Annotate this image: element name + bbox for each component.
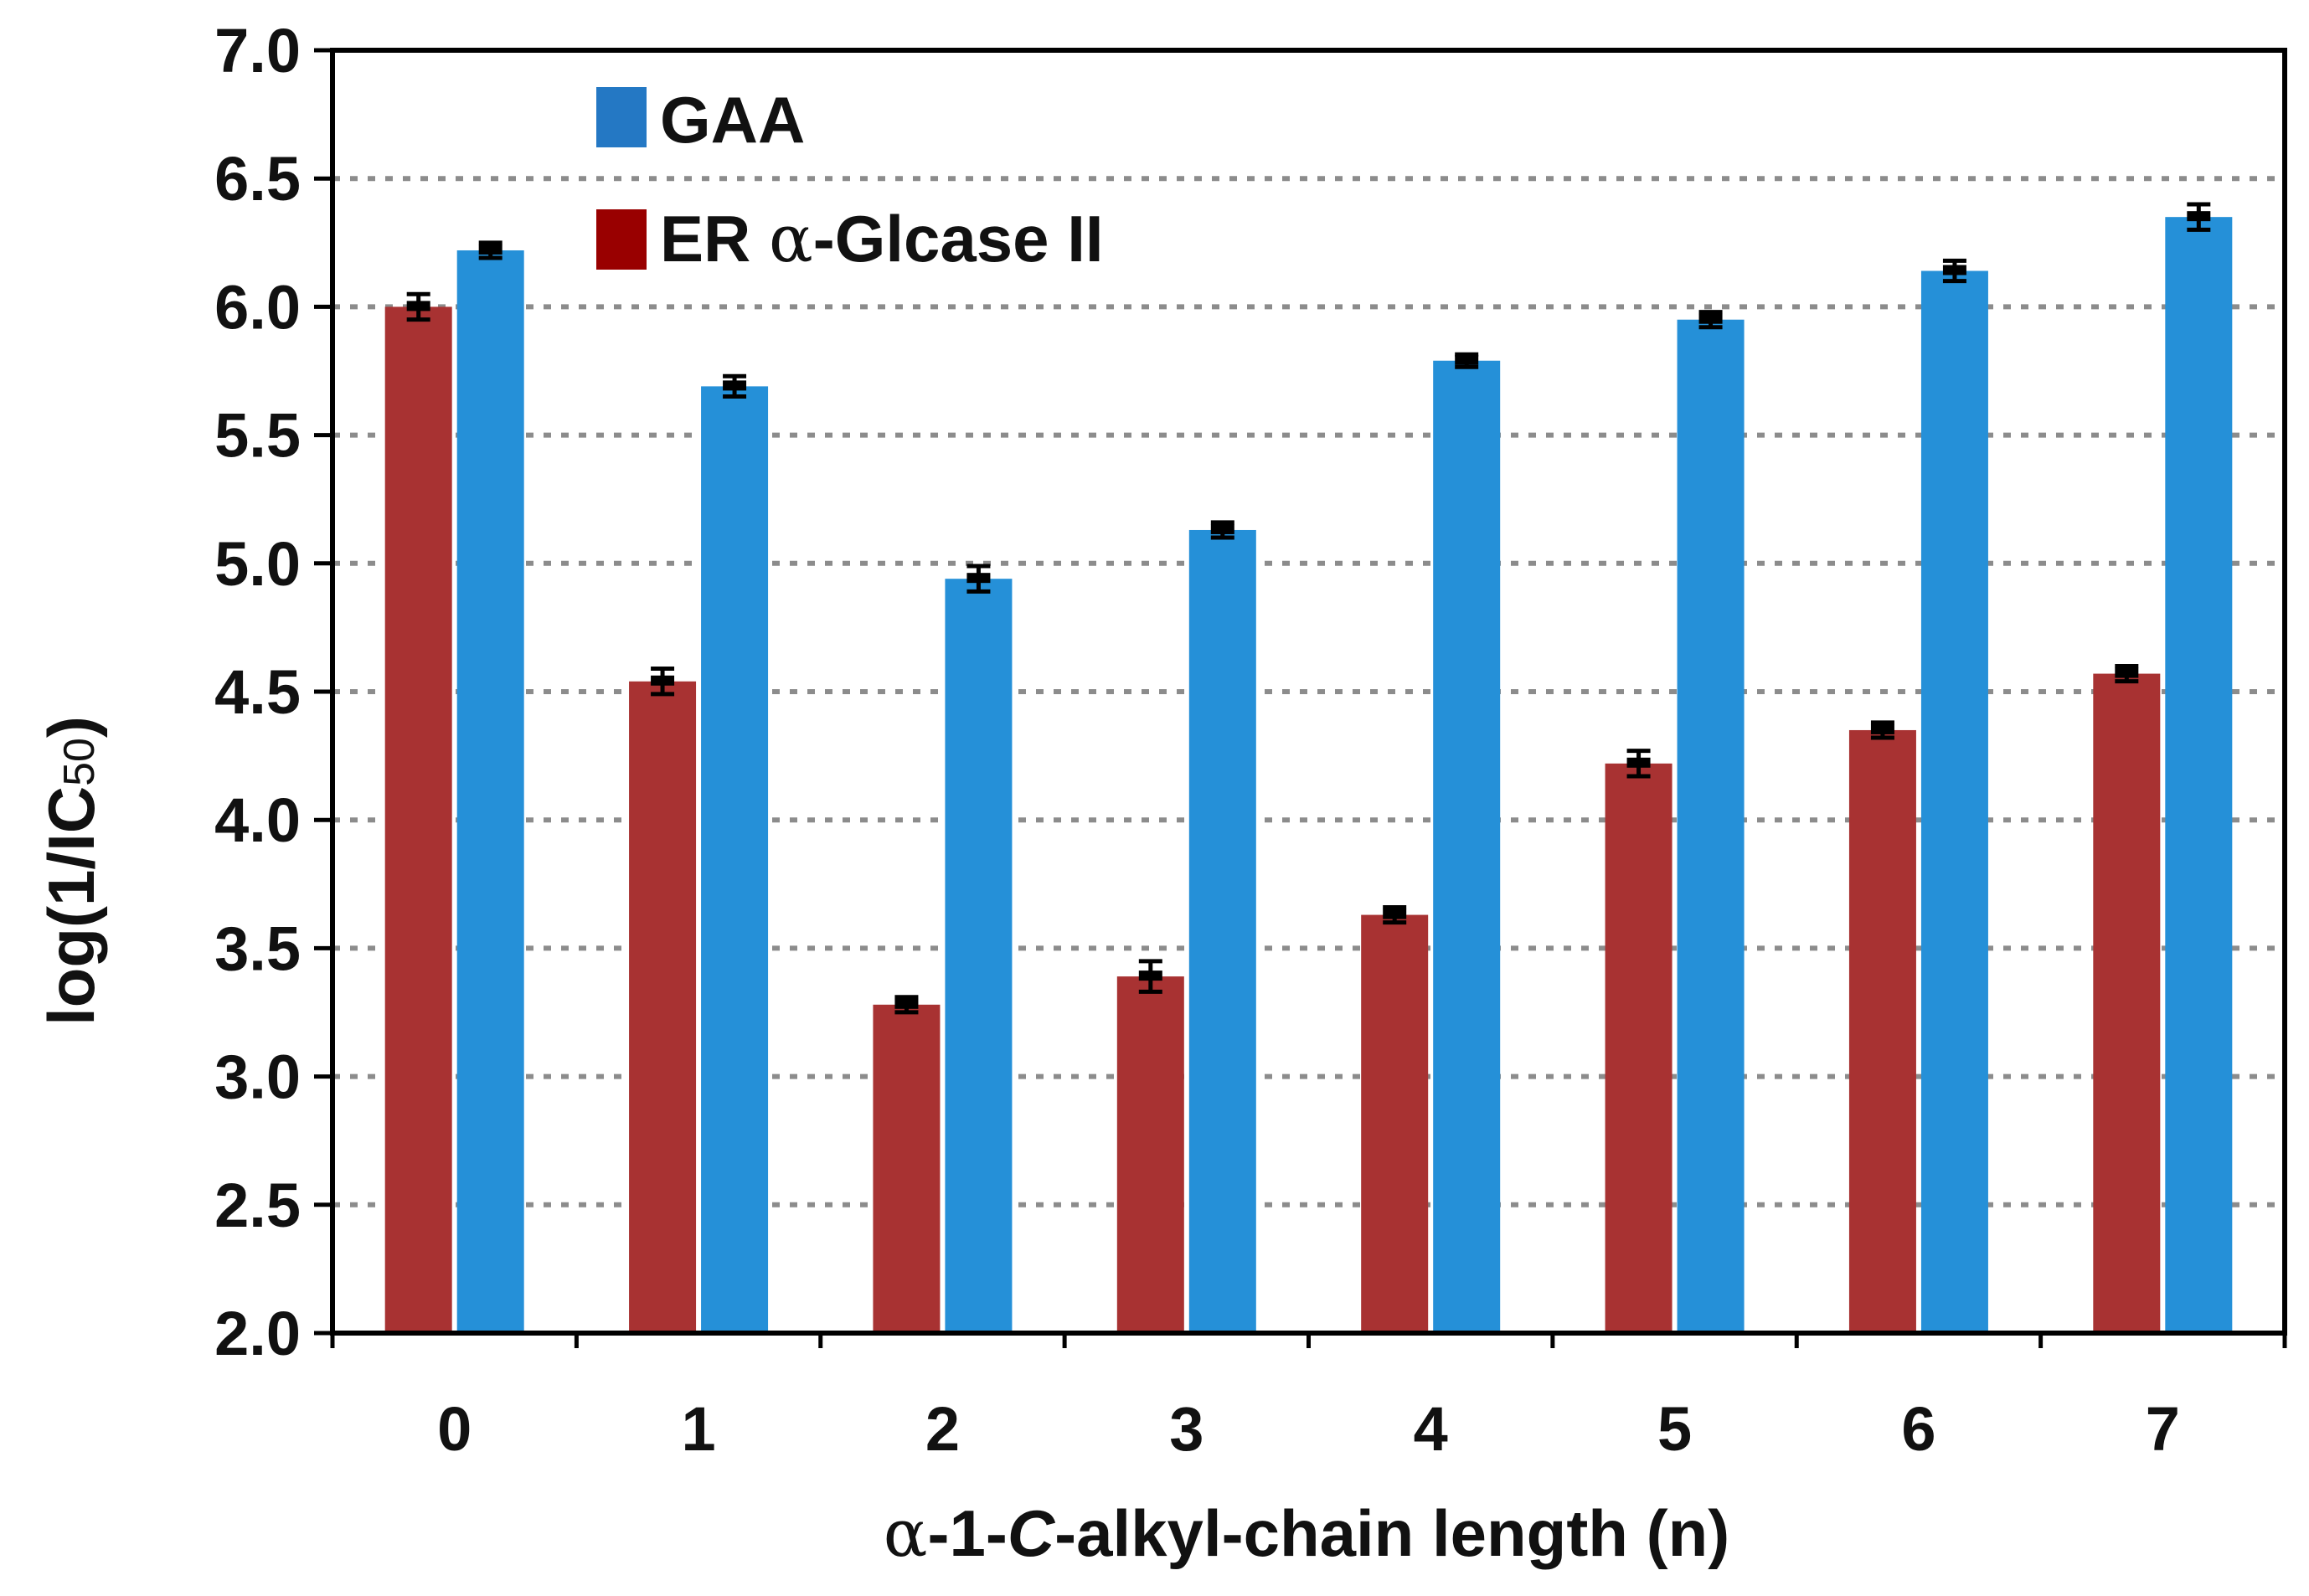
bar-gaa-6 xyxy=(1920,270,1988,1333)
bar-gaa-2 xyxy=(945,579,1013,1333)
error-bar-center xyxy=(1138,970,1162,981)
x-tick-label: 7 xyxy=(2146,1394,2180,1464)
bar-er-glcase-0 xyxy=(384,306,452,1333)
error-bar-center xyxy=(651,675,675,686)
bar-er-glcase-6 xyxy=(1848,729,1916,1333)
error-bar-er-glcase-6 xyxy=(1870,720,1894,740)
bar-gaa-0 xyxy=(456,250,524,1334)
error-bar-center xyxy=(1942,265,1966,275)
error-bar-center xyxy=(1626,757,1651,768)
error-bar-gaa-6 xyxy=(1942,258,1966,284)
x-tick-label: 6 xyxy=(1901,1394,1935,1464)
error-bar-center xyxy=(2115,667,2139,678)
x-axis-title-greek: α xyxy=(884,1496,928,1572)
y-tick-label: 6.5 xyxy=(214,144,301,214)
axes xyxy=(314,48,2287,1348)
bar-er-glcase-2 xyxy=(873,1004,941,1333)
legend-label-gaa: GAA xyxy=(660,83,805,157)
bar-er-glcase-4 xyxy=(1361,914,1429,1333)
legend-label-er-glcase: ER α-Glcase II xyxy=(660,202,1104,277)
error-bar-gaa-1 xyxy=(723,373,747,399)
error-bar-er-glcase-3 xyxy=(1138,959,1162,994)
y-tick-label: 6.0 xyxy=(214,272,301,342)
bar-gaa-4 xyxy=(1433,360,1501,1333)
y-axis-title-main: log(1/IC xyxy=(34,786,108,1026)
y-tick-label: 2.5 xyxy=(214,1171,301,1240)
y-tick-labels: 2.0 2.5 3.0 3.5 4.0 4.5 5.0 5.5 6.0 6.5 7.0 xyxy=(214,16,301,1368)
error-bar-er-glcase-7 xyxy=(2115,663,2139,684)
y-tick-label: 4.0 xyxy=(214,785,301,855)
error-bar-center xyxy=(1383,909,1407,919)
error-bar-center xyxy=(406,301,430,311)
x-tick-label: 1 xyxy=(681,1394,715,1464)
y-tick-label: 5.5 xyxy=(214,401,301,471)
error-bar-er-glcase-1 xyxy=(651,667,675,697)
x-tick-label: 0 xyxy=(437,1394,472,1464)
y-axis-title-subscript: 50 xyxy=(55,738,104,786)
error-bar-gaa-7 xyxy=(2187,202,2211,232)
y-axis-title-close: ) xyxy=(34,716,108,738)
legend: GAA ER α-Glcase II xyxy=(596,83,1104,277)
x-tick-label: 3 xyxy=(1169,1394,1203,1464)
error-bar-center xyxy=(1698,313,1723,324)
y-tick-label: 3.0 xyxy=(214,1043,301,1112)
x-axis-title: α-1-C-alkyl-chain length (n) xyxy=(884,1496,1729,1572)
legend-swatch-er-glcase xyxy=(596,209,647,270)
error-bar-er-glcase-5 xyxy=(1626,749,1651,779)
bar-er-glcase-3 xyxy=(1116,976,1184,1333)
bar-er-glcase-5 xyxy=(1605,763,1672,1333)
error-bar-center xyxy=(1210,523,1234,534)
error-bar-gaa-4 xyxy=(1455,352,1479,369)
error-bar-gaa-5 xyxy=(1698,310,1723,330)
error-bar-center xyxy=(1870,723,1894,734)
x-tick-labels: 0 1 2 3 4 5 6 7 xyxy=(437,1394,2180,1464)
legend-label-gaa-text: GAA xyxy=(660,83,805,157)
error-bar-center xyxy=(966,573,991,584)
error-bar-gaa-2 xyxy=(966,564,991,594)
x-tick-label: 2 xyxy=(925,1394,960,1464)
error-bar-er-glcase-0 xyxy=(406,291,430,322)
bar-er-glcase-1 xyxy=(629,681,697,1333)
legend-swatch-gaa xyxy=(596,87,647,147)
x-axis-title-mid: -1- xyxy=(927,1496,1007,1570)
x-axis-title-suffix: -alkyl-chain length (n) xyxy=(1054,1496,1729,1570)
error-bar-er-glcase-2 xyxy=(894,995,919,1015)
error-bar-center xyxy=(723,380,747,391)
legend-label-er-alpha: α xyxy=(769,202,813,277)
error-bar-er-glcase-4 xyxy=(1383,905,1407,925)
x-axis-title-italic: C xyxy=(1008,1496,1056,1570)
error-bar-gaa-0 xyxy=(478,240,503,260)
x-tick-label: 4 xyxy=(1414,1394,1448,1464)
bar-gaa-5 xyxy=(1677,319,1745,1334)
error-bar-center xyxy=(894,998,919,1009)
x-tick-label: 5 xyxy=(1657,1394,1692,1464)
error-bar-center xyxy=(1455,354,1479,365)
error-bar-center xyxy=(2187,211,2211,222)
error-bar-gaa-3 xyxy=(1210,520,1234,540)
y-tick-label: 2.0 xyxy=(214,1299,301,1368)
bar-gaa-1 xyxy=(701,386,769,1333)
y-axis-title: log(1/IC50) xyxy=(34,716,108,1026)
y-tick-label: 4.5 xyxy=(214,657,301,727)
y-tick-label: 7.0 xyxy=(214,16,301,85)
y-tick-label: 3.5 xyxy=(214,914,301,983)
bar-gaa-3 xyxy=(1188,529,1256,1333)
error-bars xyxy=(406,202,2211,1015)
bar-er-glcase-7 xyxy=(2093,673,2161,1333)
y-tick-label: 5.0 xyxy=(214,529,301,599)
bar-gaa-7 xyxy=(2165,217,2233,1333)
bars xyxy=(384,217,2233,1334)
legend-label-er-suffix: -Glcase II xyxy=(813,202,1104,275)
error-bar-center xyxy=(478,244,503,255)
legend-label-er-prefix: ER xyxy=(660,202,769,275)
